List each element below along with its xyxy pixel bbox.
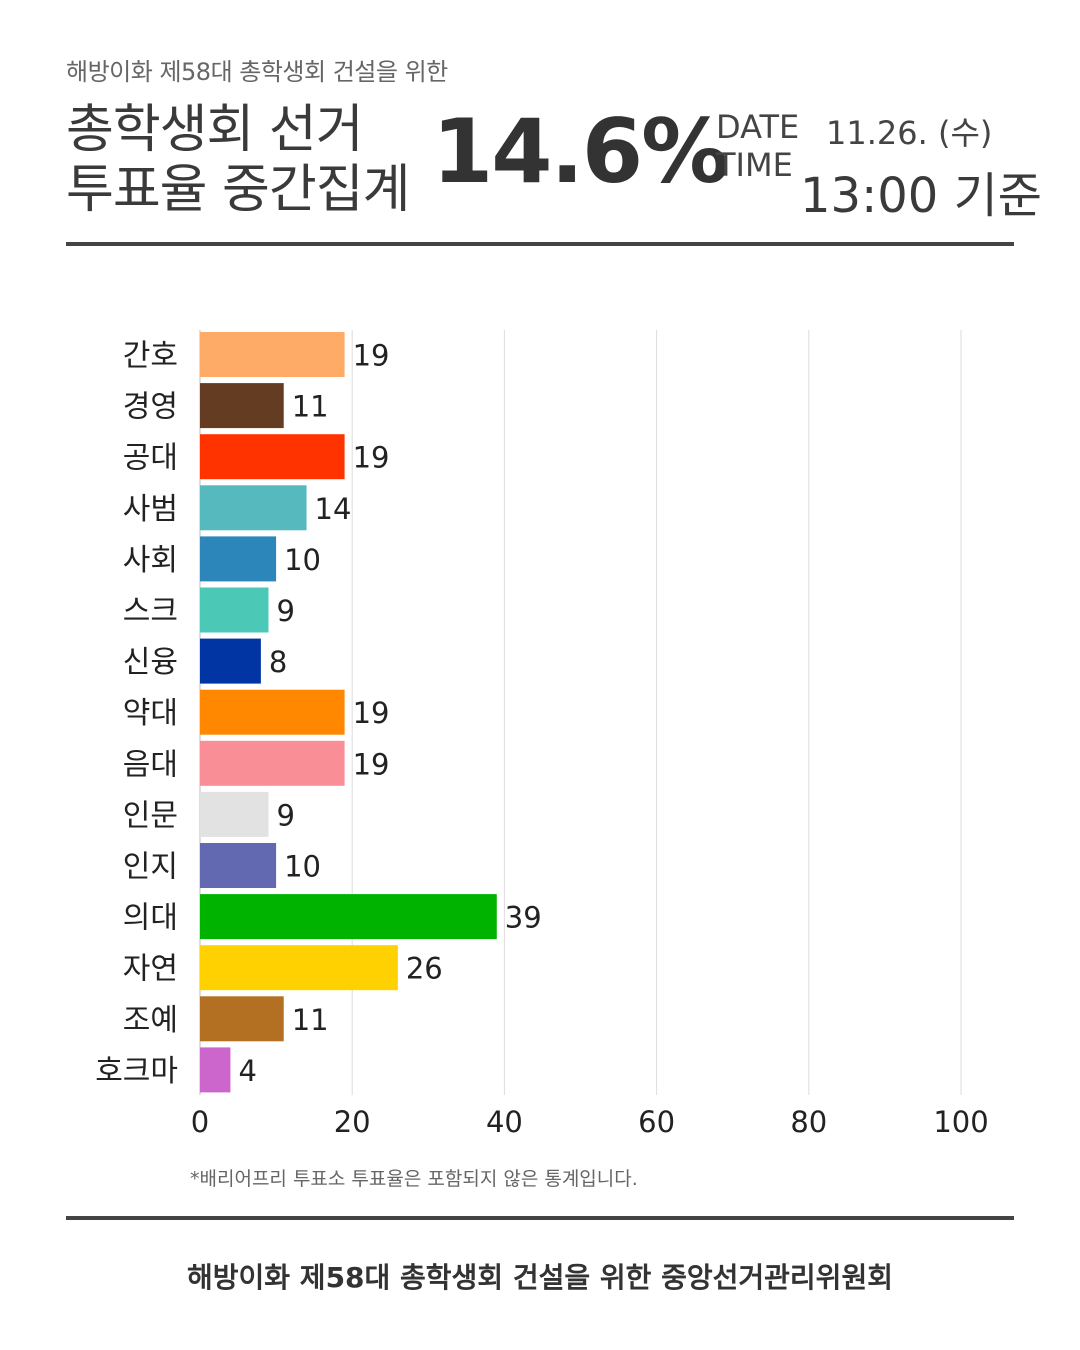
bar	[200, 740, 345, 786]
bar	[200, 587, 269, 633]
category-label: 의대	[123, 901, 178, 936]
bar	[200, 791, 269, 837]
data-label: 8	[269, 645, 287, 679]
category-label: 스크	[123, 594, 178, 629]
time-label: TIME	[716, 146, 793, 184]
bar-chart: 간호 19 경영 11 공대 19 사범 14 사회 10 스크 9 신융 8 약대 19 음대 19 인문 9 인지 1…	[95, 330, 989, 1139]
data-label: 4	[238, 1054, 256, 1088]
title-line-2: 투표율 중간집계	[66, 160, 410, 220]
bar	[200, 485, 307, 531]
category-label: 약대	[123, 696, 178, 731]
x-tick-label: 100	[933, 1105, 988, 1139]
category-label: 자연	[123, 952, 178, 987]
category-label: 인지	[123, 850, 178, 885]
category-label: 사범	[123, 492, 178, 527]
time-value: 13:00 기준	[800, 168, 1042, 224]
page-title: 총학생회 선거 투표율 중간집계	[66, 100, 410, 220]
title-line-1: 총학생회 선거	[66, 100, 364, 160]
turnout-rate: 14.6%	[432, 100, 729, 203]
bar	[200, 332, 345, 377]
data-label: 19	[353, 696, 390, 730]
bar	[200, 689, 345, 735]
category-label: 조예	[123, 1003, 178, 1038]
footer-organizer: 해방이화 제58대 총학생회 건설을 위한 중앙선거관리위원회	[187, 1261, 893, 1294]
category-label: 호크마	[95, 1054, 178, 1089]
category-label: 공대	[123, 441, 178, 476]
x-tick-label: 20	[334, 1105, 371, 1139]
bottom-divider	[66, 1216, 1014, 1220]
category-label: 신융	[123, 645, 178, 680]
data-label: 10	[284, 543, 321, 577]
bar	[200, 638, 261, 684]
data-label: 11	[292, 1003, 329, 1037]
bar	[200, 1047, 231, 1093]
supertitle: 해방이화 제58대 총학생회 건설을 위한	[66, 58, 448, 86]
date-label: DATE	[716, 108, 800, 146]
x-tick-label: 0	[191, 1105, 209, 1139]
data-label: 19	[353, 441, 390, 475]
data-label: 19	[353, 339, 390, 373]
bar	[200, 434, 345, 480]
data-label: 9	[276, 798, 294, 832]
data-label: 14	[315, 492, 352, 526]
data-label: 11	[292, 390, 329, 424]
top-divider	[66, 242, 1014, 246]
data-label: 26	[406, 952, 443, 986]
x-tick-label: 60	[638, 1105, 675, 1139]
bar	[200, 843, 277, 888]
x-tick-label: 40	[486, 1105, 523, 1139]
data-label: 39	[505, 901, 542, 935]
bar	[200, 536, 277, 582]
data-label: 10	[284, 850, 321, 884]
date-value: 11.26. (수)	[826, 114, 993, 152]
data-label: 9	[276, 594, 294, 628]
category-label: 사회	[123, 543, 178, 578]
bar	[200, 383, 284, 429]
category-label: 경영	[123, 390, 178, 425]
footnote: *배리어프리 투표소 투표율은 포함되지 않은 통계입니다.	[190, 1168, 638, 1190]
x-tick-label: 80	[790, 1105, 827, 1139]
bar	[200, 996, 284, 1042]
data-label: 19	[353, 747, 390, 781]
bar	[200, 894, 497, 940]
bar	[200, 945, 398, 991]
category-label: 간호	[123, 339, 178, 374]
category-label: 인문	[123, 798, 178, 833]
category-label: 음대	[123, 747, 178, 782]
